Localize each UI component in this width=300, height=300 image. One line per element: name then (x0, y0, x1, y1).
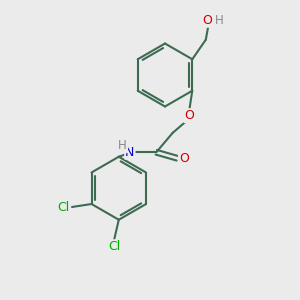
Text: Cl: Cl (58, 200, 70, 214)
Text: H: H (118, 139, 127, 152)
Text: O: O (184, 109, 194, 122)
Text: Cl: Cl (108, 240, 120, 253)
Text: O: O (179, 152, 189, 165)
Text: H: H (215, 14, 224, 27)
Text: O: O (202, 14, 212, 27)
Text: N: N (125, 146, 135, 159)
